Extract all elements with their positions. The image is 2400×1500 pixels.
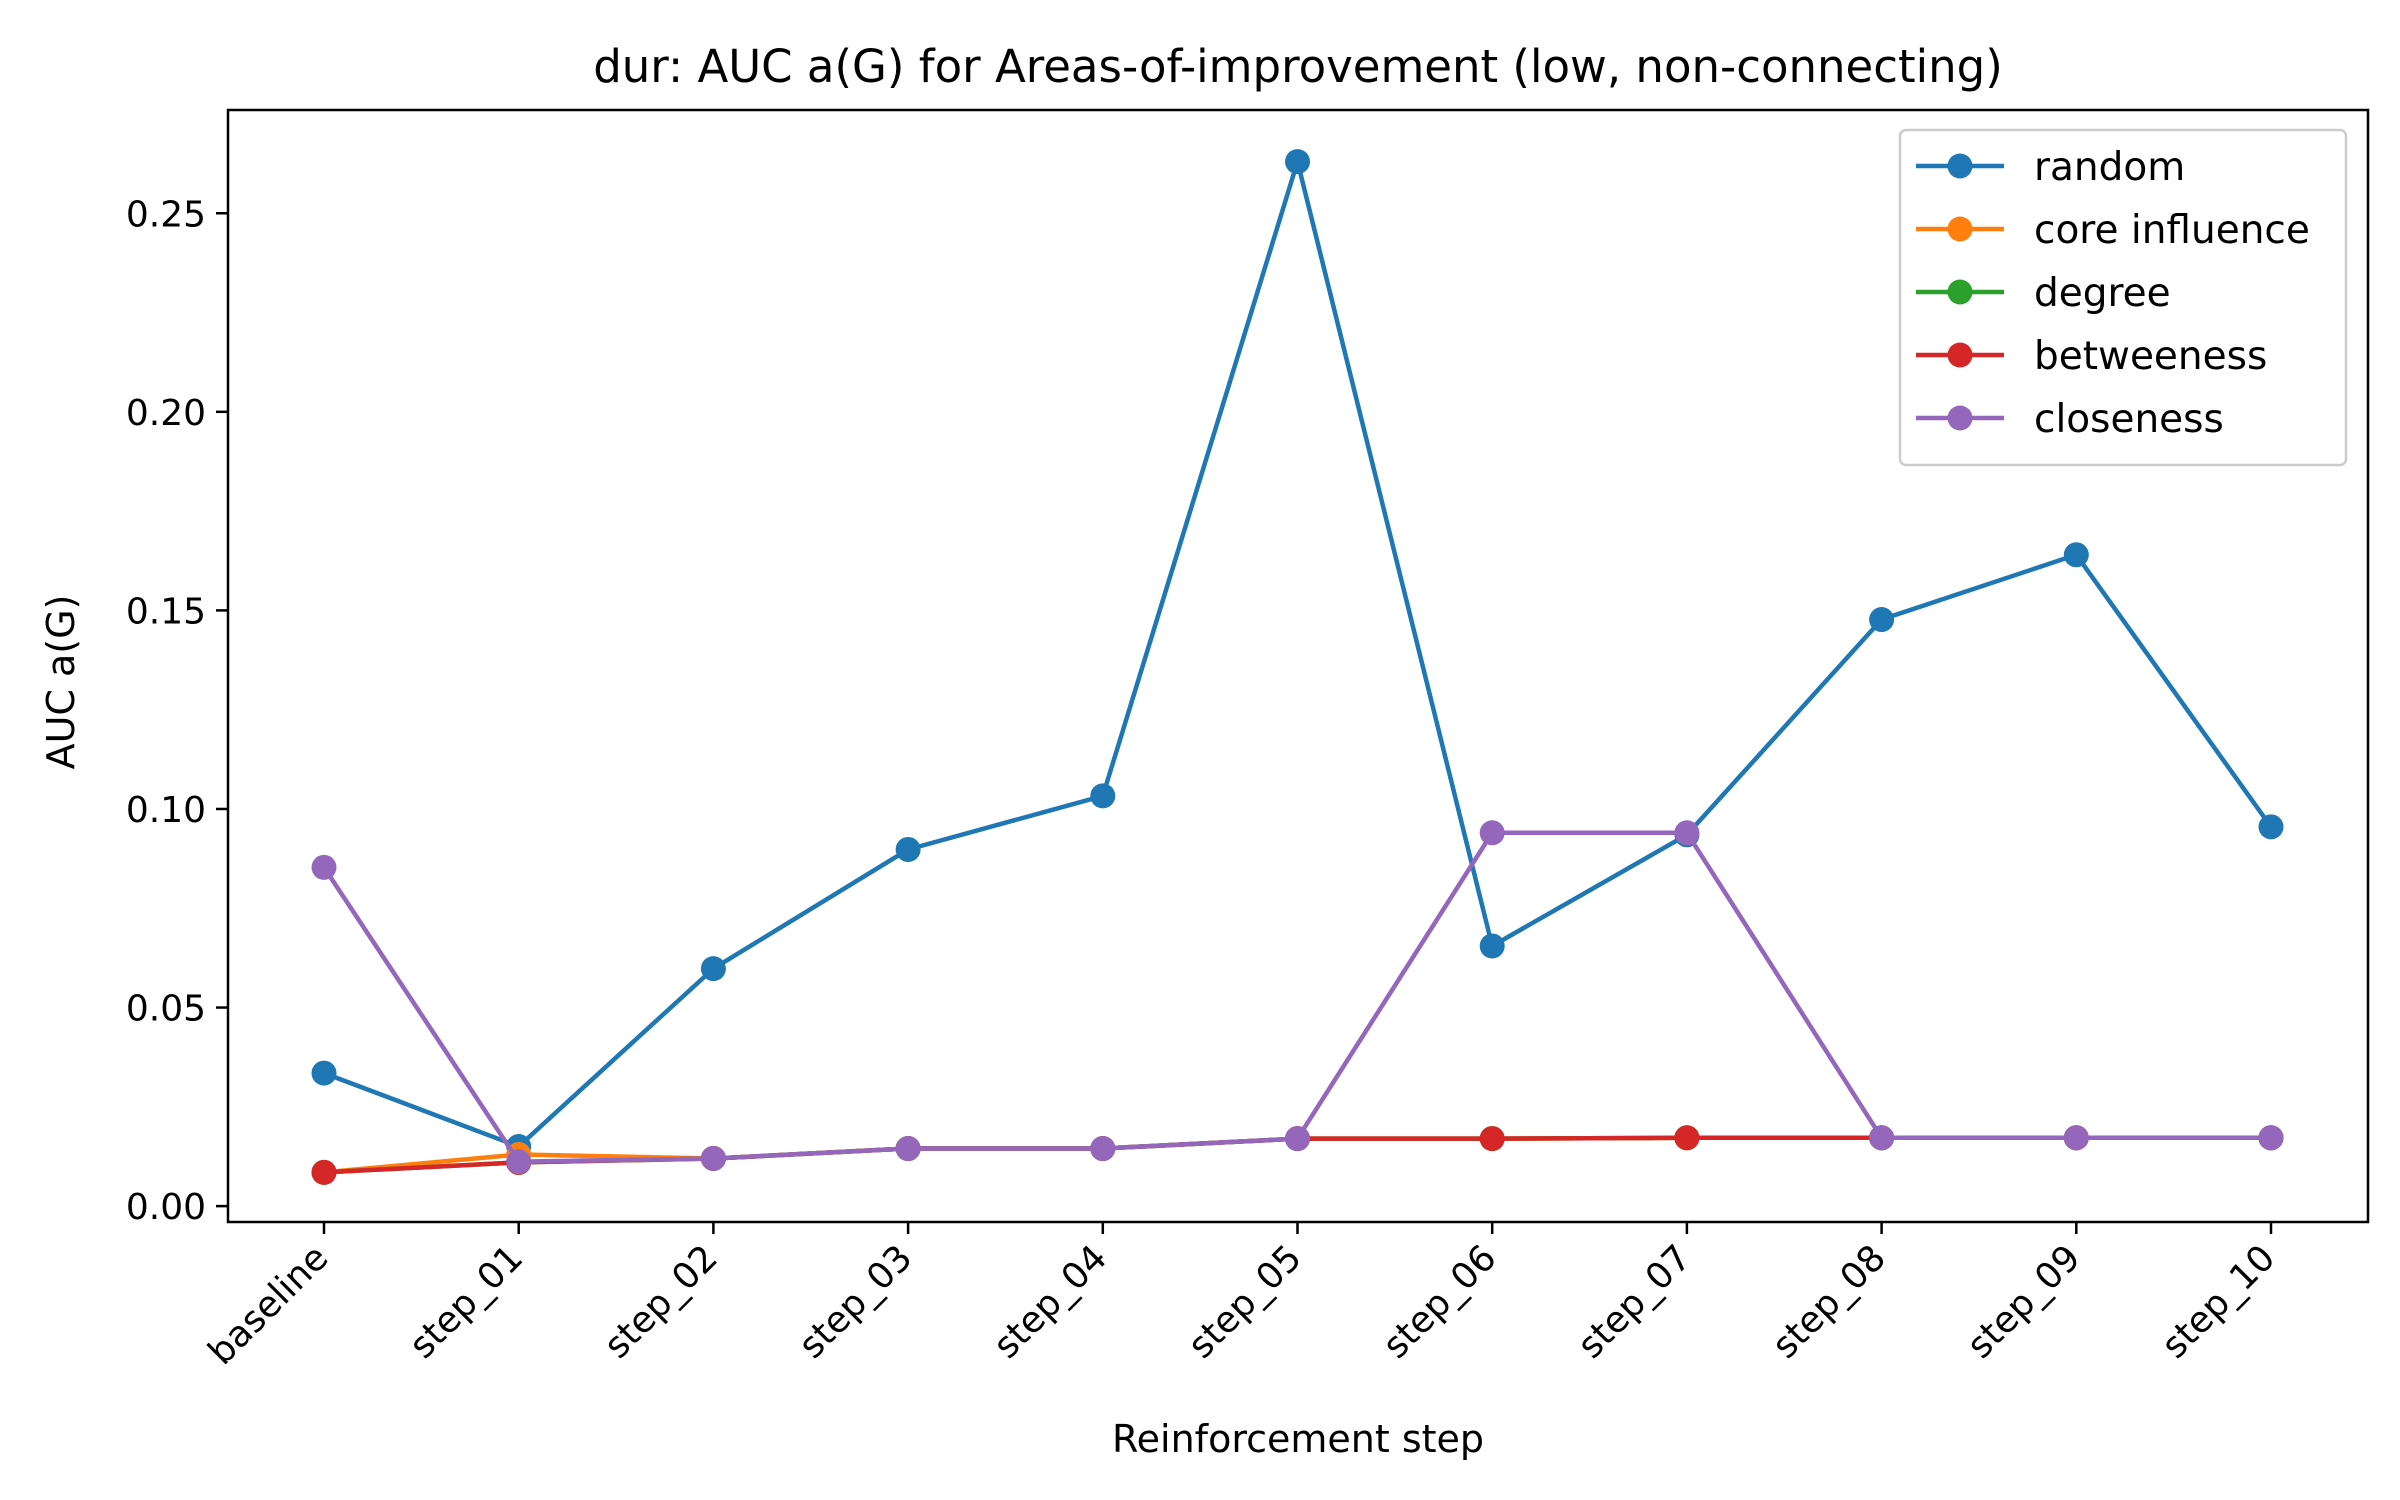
data-point-closeness [1869,1125,1895,1151]
y-axis-title: AUC a(G) [39,595,83,770]
data-point-closeness [2063,1125,2089,1151]
x-tick-label: step_02 [597,1237,726,1366]
data-point-closeness [1674,820,1700,846]
data-point-random [311,1060,337,1086]
data-point-closeness [506,1149,532,1175]
legend-box [1898,128,2348,467]
legend-swatch-marker-random [1947,153,1973,179]
legend-label-degree: degree [2034,271,2171,316]
x-tick-label: step_05 [1181,1237,1310,1366]
data-point-closeness [1090,1136,1116,1162]
legend-label-closeness: closeness [2034,397,2224,442]
legend-label-random: random [2034,145,2185,190]
y-tick-label: 0.25 [126,194,206,235]
data-point-closeness [2258,1125,2284,1151]
legend: random core influence degree betweeness clos… [1898,128,2348,467]
y-axis: 0.00 0.05 0.10 0.15 0.20 0.25 [126,194,228,1228]
data-point-random [1869,607,1895,633]
data-point-random [2063,542,2089,568]
data-point-random [2258,814,2284,840]
x-axis-title: Reinforcement step [1112,1417,1484,1461]
y-tick-label: 0.20 [126,393,206,434]
legend-swatch-marker-degree [1947,279,1973,305]
data-point-random [1479,933,1505,959]
legend-swatch-marker-core-influence [1947,216,1973,242]
data-point-random [1285,149,1310,175]
data-point-betweeness [1674,1125,1700,1151]
x-tick-label: step_09 [1959,1237,2088,1366]
data-point-betweeness [1479,1126,1505,1152]
x-tick-label: step_10 [2154,1237,2283,1366]
y-tick-label: 0.10 [126,790,206,831]
x-tick-label: step_08 [1765,1237,1894,1366]
chart-title: dur: AUC a(G) for Areas-of-improvement (… [593,40,2003,93]
plot-area [311,149,2284,1185]
legend-label-core-influence: core influence [2034,208,2310,253]
data-point-closeness [700,1145,726,1171]
data-point-closeness [1479,820,1505,846]
x-tick-label: step_04 [986,1237,1115,1366]
data-point-random [700,956,726,982]
y-tick-label: 0.15 [126,591,206,632]
data-point-random [895,836,921,862]
data-point-random [1090,783,1116,809]
legend-label-betweeness: betweeness [2034,334,2267,379]
x-axis: baseline step_01 step_02 step_03 step_04 step… [201,1222,2283,1373]
series-closeness [311,820,2284,1175]
x-tick-label: step_01 [402,1237,531,1366]
data-point-betweeness [311,1159,337,1185]
series-line-closeness [321,830,2274,1164]
y-tick-label: 0.00 [126,1187,206,1228]
x-tick-label: baseline [201,1237,337,1373]
y-tick-label: 0.05 [126,989,206,1030]
data-point-closeness [311,854,337,880]
x-tick-label: step_07 [1570,1237,1699,1366]
x-tick-label: step_06 [1375,1237,1504,1366]
data-point-closeness [1285,1126,1310,1152]
legend-swatch-marker-closeness [1947,405,1973,431]
legend-swatch-marker-betweeness [1947,342,1973,368]
x-tick-label: step_03 [791,1237,920,1366]
data-point-closeness [895,1136,921,1162]
